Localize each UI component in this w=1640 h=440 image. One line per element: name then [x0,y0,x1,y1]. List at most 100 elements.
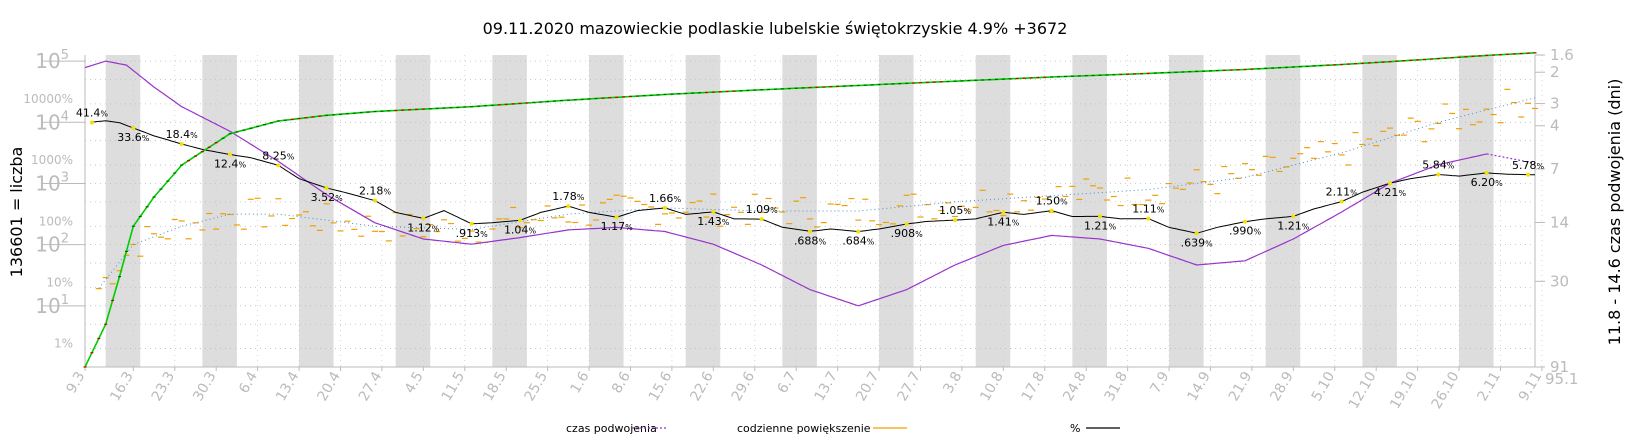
x-tick-label: 13.7 [812,369,841,404]
x-tick-label: 18.5 [480,369,509,404]
percent-label: 41.4% [76,106,109,119]
y-right-tick-label: 3 [1550,95,1560,113]
x-tick-label: 20.7 [853,369,882,404]
percent-label: 1.66% [649,192,682,205]
percent-dot [518,218,522,223]
percent-dot [566,204,571,209]
x-tick-label: 28.9 [1267,369,1296,404]
percent-labels: 41.4% 33.6% 18.4% 12.4% 8.25% 3.52% 2.18% 1.12%… [76,106,1545,249]
percent-label: 2.11% [1326,186,1359,199]
x-tick-label: 31.8 [1102,369,1131,404]
weekend-bands [105,55,1494,367]
week-band [299,55,334,367]
x-tick-label: 26.10 [1429,369,1463,412]
doubling-time-line [84,60,1487,307]
x-tick-label: 10.8 [977,369,1006,404]
week-band [1169,55,1204,367]
percent-label: 2.18% [359,185,392,198]
legend: czas podwojenia codzienne powiększenie% [566,422,1120,435]
percent-label: 1.41% [987,215,1019,228]
percent-label: .908% [891,227,924,240]
x-tick-label: 11.5 [439,369,468,404]
percent-label: .639% [1181,236,1214,249]
x-tick-label: 12.10 [1346,369,1380,412]
x-tick-label: 3.8 [940,369,965,396]
legend-label: czas podwojenia [566,422,657,435]
percent-dot [228,152,232,157]
percent-dot [1436,172,1441,177]
y-left-percent-label: 10000% [23,92,73,106]
legend-label: codzienne powiększenie [737,422,871,435]
y-left-percent-label: 1% [54,337,73,351]
percent-label: 1.11% [1132,203,1165,216]
x-tick-label: 17.8 [1019,369,1048,404]
y-right-axis-label: 11.8 - 14.6 czas podwojenia (dni) [1605,79,1624,346]
x-tick-label: 27.7 [894,369,923,404]
x-tick-label: 1.6 [568,369,593,396]
percent-dot [1001,210,1006,215]
percent-label: 1.04% [504,223,537,236]
grid-lines [84,55,1543,368]
x-tick-label: 25.5 [522,369,551,404]
percent-dot [1291,214,1296,219]
chart-title: 09.11.2020 mazowieckie podlaskie lubelsk… [483,19,1068,38]
week-band [975,55,1011,367]
x-tick-label: 5.10 [1309,369,1338,404]
x-tick-label: 6.7 [775,369,800,396]
percent-label: 1.05% [939,204,972,217]
x-tick-label: 4.5 [402,369,427,396]
x-tick-label: 24.8 [1060,369,1089,404]
y-right-tick-label: 91 [1550,358,1569,376]
percent-dot [89,120,94,125]
y-left-percent-label: 10% [46,275,73,289]
percent-label: 1.09% [746,203,779,216]
x-tick-label: 6.4 [236,369,261,396]
percent-dot [953,218,957,223]
percent-dot [1243,219,1247,224]
week-band [1072,55,1107,367]
x-tick-label: 15.6 [646,369,675,404]
percent-label: 6.20% [1471,176,1504,189]
percent-dot [614,215,619,220]
percent-label: 5.84% [1422,159,1455,172]
y-left-axis-label: 136601 = liczba [7,147,26,278]
percent-label: 3.52% [311,191,344,204]
percent-dot [1194,231,1199,236]
x-tick-label: 14.9 [1184,369,1213,404]
percent-dot [276,163,281,168]
x-right-extra-label: 95.1 [1545,370,1578,388]
percent-label: 12.4% [214,157,247,170]
percent-label: 1.78% [552,190,585,203]
percent-label: 4.21% [1374,186,1407,199]
week-band [1459,55,1494,367]
percent-dot [179,142,184,147]
percent-label: 18.4% [166,128,199,141]
x-tick-label: 13.4 [273,369,302,404]
percent-dot [469,221,474,226]
week-band [1265,55,1301,367]
y-left-percent-label: 100% [39,214,73,228]
y-right-tick-label: 30 [1550,272,1569,290]
week-band [492,55,527,367]
percent-label: 8.25% [262,149,295,162]
x-tick-label: 22.6 [687,369,716,404]
percent-label: 5.78% [1512,159,1545,172]
percent-dot [856,229,861,234]
x-tick-label: 30.3 [190,369,219,404]
percent-dot [1484,170,1489,175]
y-right-tick-label: 14 [1550,213,1569,231]
daily-growth-trend-line [98,97,1536,289]
percent-dot [1526,172,1531,177]
x-tick-label: 23.3 [149,369,178,404]
week-band [105,55,141,367]
percent-dot [711,209,716,214]
y-right-tick-label: 2 [1550,63,1560,81]
percent-dot [1339,199,1344,204]
week-band [589,55,624,367]
y-right-tick-label: 7 [1550,160,1560,178]
week-band [202,55,237,367]
x-tick-label: 2.11 [1474,369,1503,404]
week-band [1362,55,1397,367]
percent-label: .990% [1229,225,1262,238]
percent-dot [1146,216,1151,221]
